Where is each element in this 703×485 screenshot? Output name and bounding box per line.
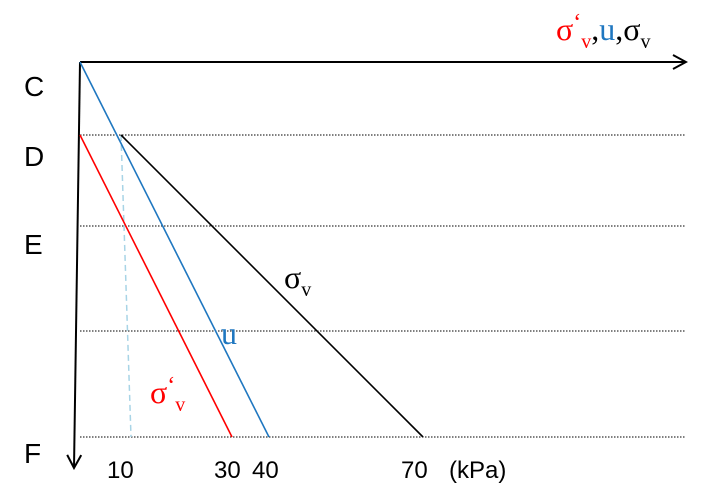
sigma-eff-v-label-sigma: σ	[150, 374, 167, 410]
sigma-eff-v-line	[79, 134, 233, 438]
sigma-eff-v-label-prime: ‘	[167, 373, 175, 399]
u-line	[79, 61, 270, 438]
sigma-v-label-sigma: σ	[284, 259, 301, 295]
guide-10kpa	[120, 134, 132, 438]
sigma-eff-v-label: σ‘v	[150, 373, 185, 416]
u-label: u	[221, 315, 237, 351]
sigma-eff-v-label-sub: v	[175, 394, 185, 416]
y-axis	[74, 61, 80, 468]
title-sigma-eff: σ	[556, 11, 573, 47]
title-sigma: σ	[623, 11, 640, 47]
depth-label-c: C	[24, 71, 44, 102]
title-sub-v2: v	[641, 31, 651, 53]
title-comma2: ,	[615, 11, 623, 47]
sigma-v-line	[120, 134, 424, 438]
tick-label-40: 40	[252, 457, 279, 484]
depth-label-d: D	[24, 141, 44, 172]
title-u: u	[599, 11, 615, 47]
sigma-v-label: σv	[284, 259, 311, 301]
tick-label-30: 30	[214, 457, 241, 484]
tick-label-10: 10	[107, 457, 134, 484]
title-comma1: ,	[591, 11, 599, 47]
sigma-v-label-sub: v	[301, 279, 311, 301]
tick-label-70: 70	[401, 457, 428, 484]
depth-label-f: F	[24, 438, 41, 469]
axis-title: σ‘v,u,σv	[556, 10, 651, 53]
unit-label: (kPa)	[449, 457, 506, 484]
title-prime: ‘	[573, 10, 581, 36]
title-sub-v1: v	[581, 31, 591, 53]
depth-label-e: E	[24, 229, 43, 260]
